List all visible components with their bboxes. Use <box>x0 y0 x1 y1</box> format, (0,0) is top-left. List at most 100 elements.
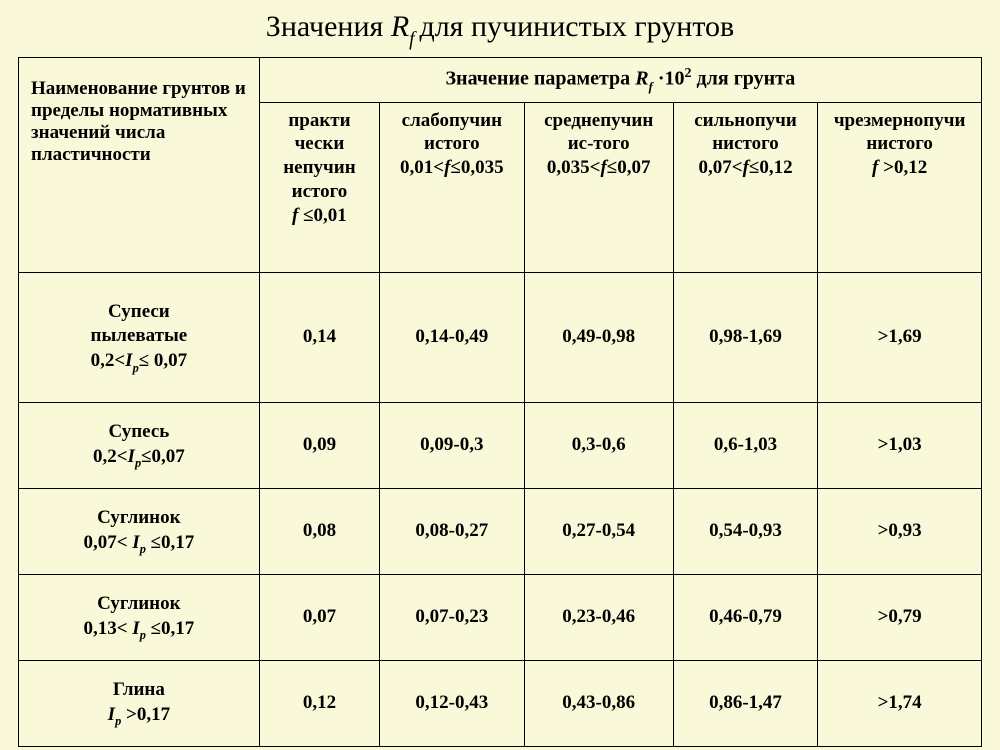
c1l4: истого <box>292 181 348 202</box>
title-suffix: для пучинистых грунтов <box>419 10 734 43</box>
r3rpo: ≤0,17 <box>146 618 194 639</box>
cell: 0,27-0,54 <box>524 488 673 574</box>
c3l1: среднепучин <box>544 110 653 131</box>
r0n2: пылеватые <box>91 325 188 346</box>
table-row: Супеси пылеватые 0,2<Ip≤ 0,07 0,14 0,14-… <box>19 272 982 402</box>
span-R: R <box>635 68 648 90</box>
span-f: f <box>649 79 653 94</box>
soil-name: Суглинок 0,07< Ip ≤0,17 <box>19 488 260 574</box>
title-prefix: Значения <box>266 10 391 43</box>
cell: 0,49-0,98 <box>524 272 673 402</box>
cell: 0,98-1,69 <box>673 272 817 402</box>
col-1-head: практи чески непучин истого f ≤0,01 <box>259 102 379 272</box>
cell: >1,03 <box>818 402 982 488</box>
c2rpo: ≤0,035 <box>450 157 503 178</box>
span-mid: ·10 <box>653 68 685 90</box>
span-prefix: Значение параметра <box>445 68 635 90</box>
title-R: R <box>391 10 409 43</box>
r1n1: Супесь <box>108 421 169 442</box>
r4I: I <box>108 704 115 725</box>
r1rpo: ≤0,07 <box>141 446 185 467</box>
r0p: p <box>133 361 139 375</box>
cell: 0,08-0,27 <box>380 488 524 574</box>
rf-table: Наименование грунтов и пределы нормативн… <box>18 57 982 747</box>
c1fr: ≤0,01 <box>303 205 347 226</box>
cell: 0,23-0,46 <box>524 574 673 660</box>
cell: 0,09 <box>259 402 379 488</box>
r3rp: 0,13< <box>83 618 132 639</box>
span-header: Значение параметра Rf ·102 для грунта <box>259 58 981 103</box>
c1l2: чески <box>295 133 345 154</box>
cell: 0,12-0,43 <box>380 660 524 746</box>
cell: 0,07-0,23 <box>380 574 524 660</box>
cell: >0,93 <box>818 488 982 574</box>
r4rpo: >0,17 <box>121 704 170 725</box>
cell: 0,6-1,03 <box>673 402 817 488</box>
r3I: I <box>132 618 139 639</box>
c1l1: практи <box>288 110 350 131</box>
row-header-label: Наименование грунтов и пределы нормативн… <box>19 58 260 273</box>
cell: 0,43-0,86 <box>524 660 673 746</box>
table-row: Суглинок 0,13< Ip ≤0,17 0,07 0,07-0,23 0… <box>19 574 982 660</box>
col-2-head: слабопучин истого 0,01<f≤0,035 <box>380 102 524 272</box>
cell: 0,14 <box>259 272 379 402</box>
span-sup: 2 <box>685 66 692 81</box>
r3n1: Суглинок <box>97 593 180 614</box>
soil-name: Глина Ip >0,17 <box>19 660 260 746</box>
c2l2: истого <box>424 133 480 154</box>
r1rp: 0,2< <box>93 446 128 467</box>
cell: 0,86-1,47 <box>673 660 817 746</box>
soil-name: Суглинок 0,13< Ip ≤0,17 <box>19 574 260 660</box>
c5fr: >0,12 <box>883 157 927 178</box>
r3p: p <box>140 628 146 642</box>
cell: >1,69 <box>818 272 982 402</box>
c4l2: нистого <box>712 133 779 154</box>
col-4-head: сильнопучи нистого 0,07<f≤0,12 <box>673 102 817 272</box>
c1fp: f <box>292 205 303 226</box>
table-row: Супесь 0,2<Ip≤0,07 0,09 0,09-0,3 0,3-0,6… <box>19 402 982 488</box>
r0n1: Супеси <box>108 301 170 322</box>
c2l1: слабопучин <box>402 110 502 131</box>
table-row: Суглинок 0,07< Ip ≤0,17 0,08 0,08-0,27 0… <box>19 488 982 574</box>
cell: 0,08 <box>259 488 379 574</box>
r1p: p <box>135 456 141 470</box>
cell: >0,79 <box>818 574 982 660</box>
cell: 0,12 <box>259 660 379 746</box>
r4n1: Глина <box>113 679 165 700</box>
cell: 0,3-0,6 <box>524 402 673 488</box>
r2I: I <box>132 532 139 553</box>
cell: 0,14-0,49 <box>380 272 524 402</box>
c5l1: чрезмернопучи <box>834 110 966 131</box>
c5l2: нистого <box>866 133 933 154</box>
c5fp: f <box>872 157 883 178</box>
r1I: I <box>128 446 135 467</box>
cell: 0,46-0,79 <box>673 574 817 660</box>
r0rp: 0,2< <box>91 350 126 371</box>
cell: 0,54-0,93 <box>673 488 817 574</box>
c3rp: 0,035< <box>547 157 601 178</box>
c4rpo: ≤0,12 <box>749 157 793 178</box>
col-3-head: среднепучин ис-того 0,035<f≤0,07 <box>524 102 673 272</box>
table-row: Глина Ip >0,17 0,12 0,12-0,43 0,43-0,86 … <box>19 660 982 746</box>
r2rpo: ≤0,17 <box>146 532 194 553</box>
row-header-text: Наименование грунтов и пределы нормативн… <box>31 78 246 165</box>
c4l1: сильнопучи <box>694 110 797 131</box>
c4rp: 0,07< <box>698 157 742 178</box>
c3l2: ис-того <box>568 133 630 154</box>
c2rp: 0,01< <box>400 157 444 178</box>
cell: 0,09-0,3 <box>380 402 524 488</box>
page-title: Значения Rf для пучинистых грунтов <box>18 10 982 49</box>
header-row-1: Наименование грунтов и пределы нормативн… <box>19 58 982 103</box>
cell: 0,07 <box>259 574 379 660</box>
title-f: f <box>409 29 419 50</box>
col-5-head: чрезмернопучи нистого f >0,12 <box>818 102 982 272</box>
r2p: p <box>140 542 146 556</box>
r0rpo: ≤ 0,07 <box>139 350 187 371</box>
c3rpo: ≤0,07 <box>607 157 651 178</box>
r2rp: 0,07< <box>83 532 132 553</box>
r4p: p <box>115 714 121 728</box>
c1l3: непучин <box>283 157 355 178</box>
soil-name: Супесь 0,2<Ip≤0,07 <box>19 402 260 488</box>
r2n1: Суглинок <box>97 507 180 528</box>
span-suffix: для грунта <box>692 68 796 90</box>
